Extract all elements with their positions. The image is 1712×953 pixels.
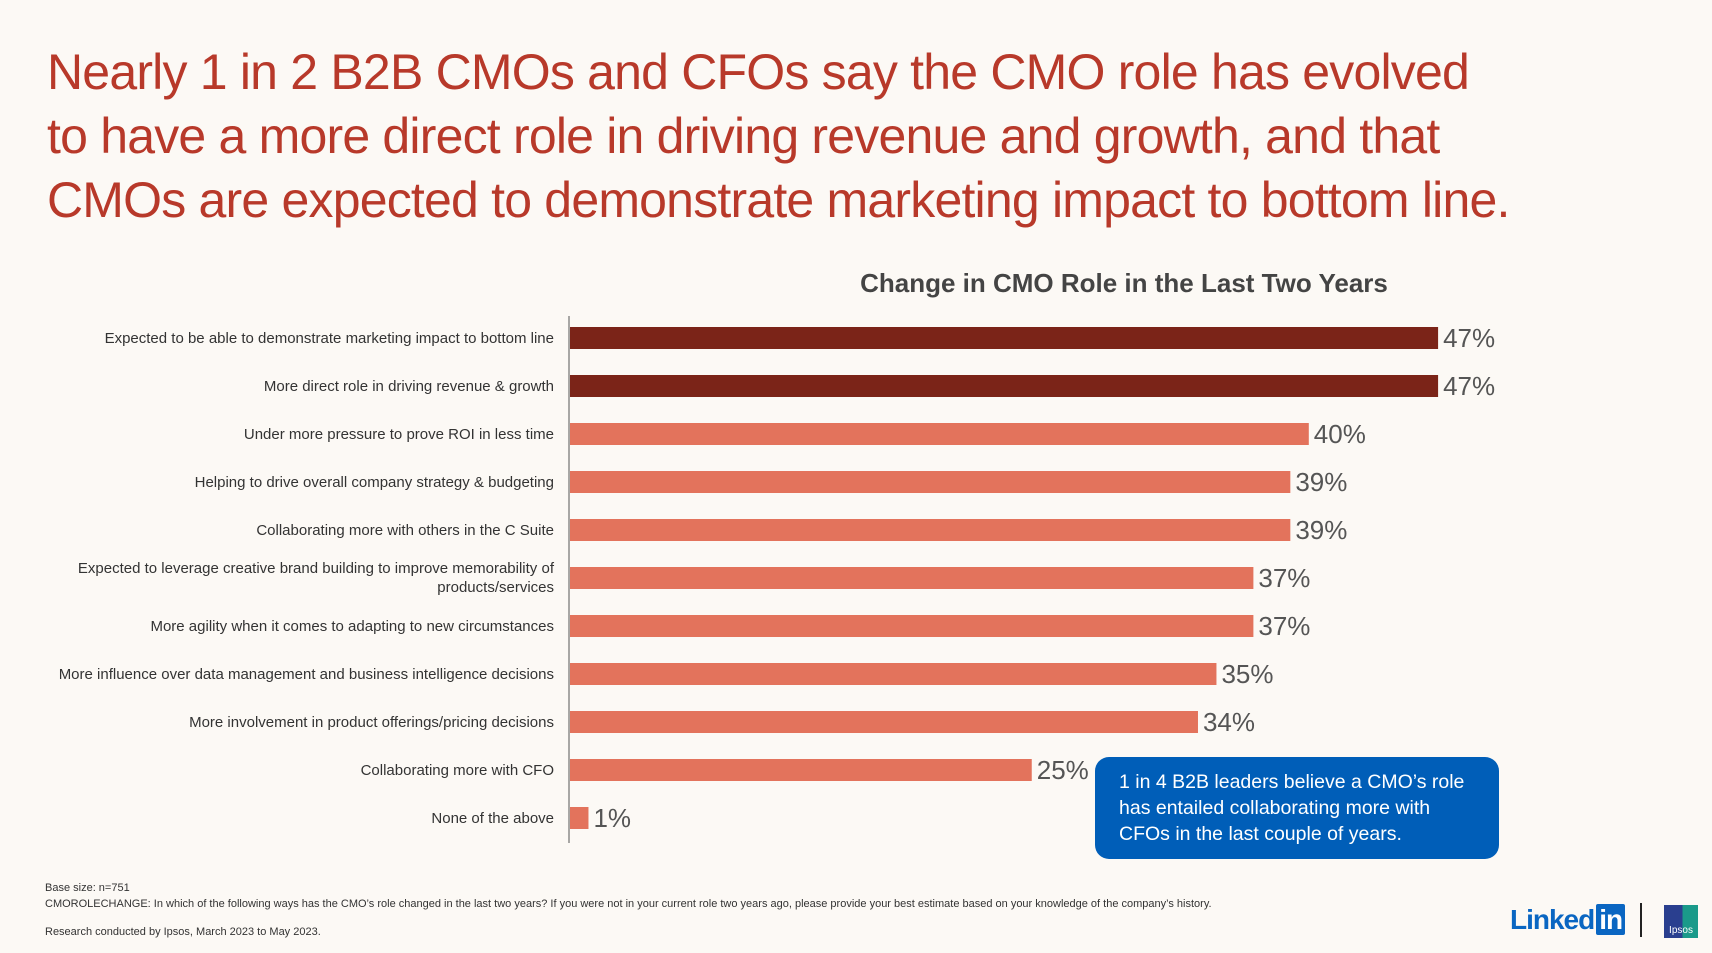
category-label: Collaborating more with CFO — [360, 761, 554, 779]
footnote-base: Base size: n=751 — [45, 882, 130, 894]
bar — [570, 423, 1309, 445]
data-label: 37% — [1258, 563, 1310, 593]
footnote-question: CMOROLECHANGE: In which of the following… — [45, 898, 1212, 910]
headline-line: CMOs are expected to demonstrate marketi… — [47, 172, 1510, 228]
category-label: Collaborating more with others in the C … — [256, 521, 554, 539]
linkedin-logo: Linked in — [1510, 904, 1626, 936]
data-label: 1% — [593, 803, 631, 833]
data-label: 39% — [1295, 515, 1347, 545]
bar — [570, 567, 1254, 589]
category-label: Helping to drive overall company strateg… — [194, 473, 554, 491]
data-label: 35% — [1221, 659, 1273, 689]
bar — [570, 759, 1032, 781]
bar — [570, 327, 1439, 349]
bar — [570, 375, 1439, 397]
headline-line: to have a more direct role in driving re… — [47, 108, 1440, 164]
data-label: 34% — [1203, 707, 1255, 737]
footnote-research: Research conducted by Ipsos, March 2023 … — [45, 926, 321, 938]
chart-title: Change in CMO Role in the Last Two Years — [860, 268, 1388, 298]
data-label: 25% — [1037, 755, 1089, 785]
data-label: 40% — [1314, 419, 1366, 449]
data-label: 47% — [1443, 323, 1495, 353]
callout-box: 1 in 4 B2B leaders believe a CMO’s role … — [1095, 757, 1499, 859]
category-label: More involvement in product offerings/pr… — [189, 713, 554, 731]
data-label: 47% — [1443, 371, 1495, 401]
logo-divider — [1640, 903, 1642, 937]
data-label: 37% — [1258, 611, 1310, 641]
bar — [570, 807, 589, 829]
category-label: More influence over data management and … — [58, 665, 554, 683]
bar — [570, 711, 1198, 733]
headline: Nearly 1 in 2 B2B CMOs and CFOs say the … — [47, 40, 1707, 232]
category-label: More direct role in driving revenue & gr… — [263, 377, 554, 395]
category-label: Expected to leverage creative brand buil… — [77, 560, 554, 596]
category-label: None of the above — [431, 809, 554, 827]
ipsos-logo: Ipsos — [1664, 905, 1698, 938]
data-label: 39% — [1295, 467, 1347, 497]
bar — [570, 615, 1254, 637]
headline-line: Nearly 1 in 2 B2B CMOs and CFOs say the … — [47, 44, 1470, 100]
category-label: Expected to be able to demonstrate marke… — [104, 329, 554, 347]
bar — [570, 519, 1291, 541]
category-label: More agility when it comes to adapting t… — [150, 617, 554, 635]
category-label: Under more pressure to prove ROI in less… — [243, 425, 554, 443]
bar — [570, 471, 1291, 493]
bar — [570, 663, 1217, 685]
